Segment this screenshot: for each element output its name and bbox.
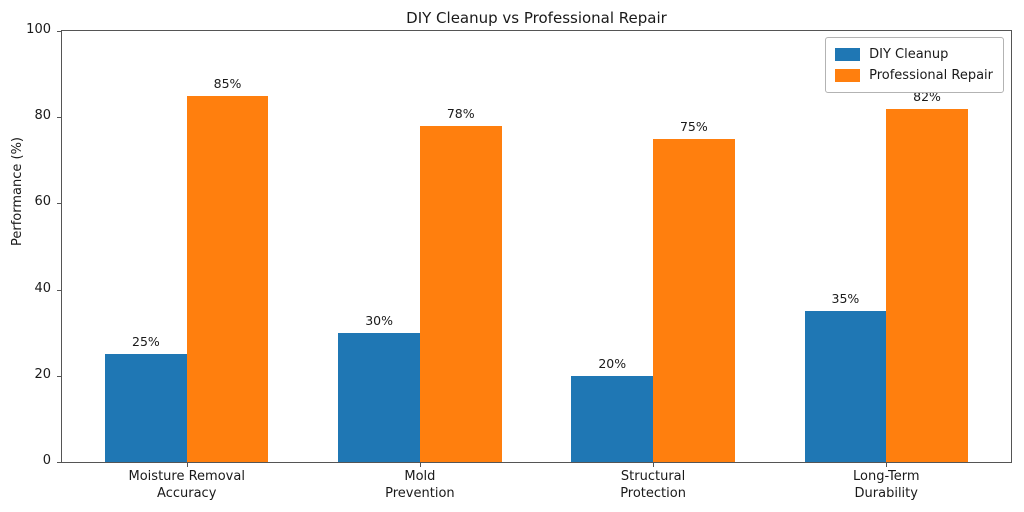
- bar-value-label: 25%: [132, 334, 160, 350]
- y-tick-mark: [57, 203, 61, 205]
- y-tick-label: 0: [42, 453, 51, 468]
- bar-professional-repair-2: [653, 138, 735, 462]
- x-tick-mark: [653, 463, 655, 467]
- bar-professional-repair-1: [419, 125, 502, 462]
- bar-diy-cleanup-0: [105, 354, 187, 462]
- legend-item: Professional Repair: [835, 65, 993, 86]
- y-tick-mark: [57, 289, 61, 291]
- chart-title: DIY Cleanup vs Professional Repair: [406, 9, 667, 27]
- y-tick-mark: [57, 31, 61, 32]
- legend-swatch: [835, 69, 861, 82]
- bar-value-label: 75%: [679, 118, 708, 134]
- y-tick-label: 60: [34, 194, 51, 210]
- y-tick-mark: [57, 462, 61, 463]
- bar-diy-cleanup-3: [804, 311, 887, 462]
- y-tick-label: 80: [34, 108, 51, 124]
- legend: DIY Cleanup Professional Repair: [825, 37, 1004, 93]
- bar-professional-repair-3: [886, 108, 968, 462]
- y-tick-mark: [57, 375, 61, 377]
- x-category-label: Mold Prevention: [385, 469, 455, 501]
- bar-value-label: 30%: [365, 312, 393, 328]
- y-tick-label: 100: [26, 22, 51, 37]
- bar-value-label: 20%: [598, 355, 627, 371]
- legend-swatch: [835, 48, 861, 61]
- x-tick-mark: [419, 463, 421, 467]
- x-category-label: Long-Term Durability: [853, 469, 920, 501]
- bar-diy-cleanup-2: [571, 375, 654, 462]
- bar-professional-repair-0: [186, 95, 269, 462]
- plot-area: 25% 85% 30% 78% 20% 75% 35% 82%: [61, 30, 1012, 463]
- x-tick-mark: [186, 463, 188, 467]
- x-category-label: Structural Protection: [620, 469, 686, 501]
- bar-diy-cleanup-1: [338, 332, 420, 462]
- y-tick-mark: [57, 117, 61, 119]
- legend-label: Professional Repair: [869, 68, 993, 83]
- x-tick-mark: [886, 463, 888, 467]
- legend-label: DIY Cleanup: [869, 47, 949, 62]
- bar-value-label: 85%: [213, 75, 242, 91]
- x-category-label: Moisture Removal Accuracy: [128, 469, 245, 501]
- legend-item: DIY Cleanup: [835, 44, 993, 65]
- y-tick-label: 40: [34, 280, 51, 296]
- bar-value-label: 35%: [831, 291, 860, 307]
- y-tick-label: 20: [34, 366, 51, 382]
- bar-value-label: 78%: [446, 105, 475, 121]
